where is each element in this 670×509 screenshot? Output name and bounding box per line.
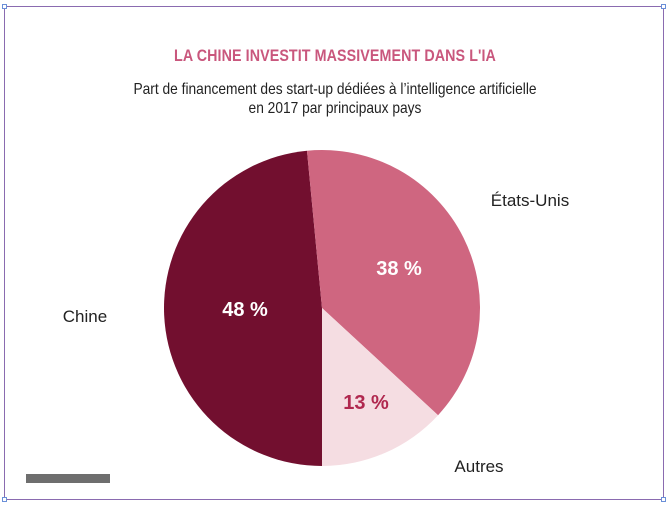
chart-frame: LA CHINE INVESTIT MASSIVEMENT DANS L'IA … (4, 6, 664, 500)
resize-handle-top-right[interactable] (661, 4, 666, 9)
slice-category-label: États-Unis (491, 191, 569, 210)
resize-handle-bottom-right[interactable] (661, 497, 666, 502)
slice-category-label: Autres (454, 457, 503, 476)
slice-category-label: Chine (63, 307, 107, 326)
slice-value-label: 48 % (222, 299, 268, 321)
resize-handle-top-left[interactable] (2, 4, 7, 9)
chart-subtitle-line-2: en 2017 par principaux pays (248, 100, 422, 117)
pie-slice-autres (322, 308, 439, 466)
chart-subtitle: Part de financement des start-up dédiées… (51, 80, 619, 118)
pie-slice--tats-unis (306, 150, 480, 416)
chart-title: LA CHINE INVESTIT MASSIVEMENT DANS L'IA (174, 46, 496, 65)
scale-bar (26, 474, 110, 483)
slice-value-label: 13 % (343, 392, 389, 414)
slice-value-label: 38 % (376, 258, 422, 280)
pie-slice-chine (164, 150, 322, 466)
chart-subtitle-line-1: Part de financement des start-up dédiées… (133, 81, 537, 98)
resize-handle-bottom-left[interactable] (2, 497, 7, 502)
